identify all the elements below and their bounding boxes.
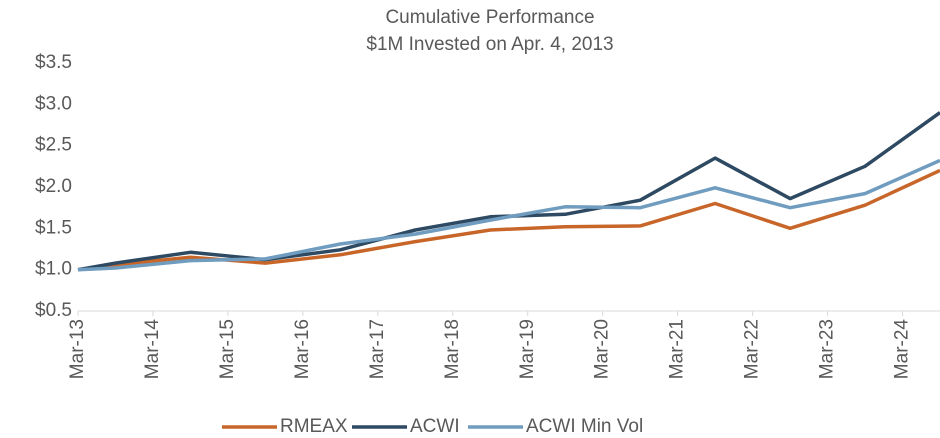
x-tick-label: Mar-20 <box>592 319 613 379</box>
line-series <box>77 111 940 272</box>
line-series <box>77 158 940 272</box>
y-tick-label: $2.0 <box>35 176 72 197</box>
y-tick-label: $1.5 <box>35 217 72 238</box>
x-tick-label: Mar-17 <box>367 319 388 379</box>
x-tick-label: Mar-24 <box>892 319 913 380</box>
x-tick-label: Mar-14 <box>142 319 163 380</box>
legend-label: RMEAX <box>280 416 348 437</box>
x-tick-label: Mar-23 <box>817 319 838 379</box>
x-tick-label: Mar-15 <box>217 319 238 379</box>
legend-label: ACWI Min Vol <box>526 416 643 437</box>
x-tick-label: Mar-18 <box>442 319 463 379</box>
y-tick-label: $3.5 <box>35 52 72 73</box>
legend-label: ACWI <box>410 416 460 437</box>
x-tick-label: Mar-16 <box>292 319 313 379</box>
y-tick-label: $1.0 <box>35 259 72 280</box>
y-tick-label: $2.5 <box>35 135 72 156</box>
line-series <box>77 168 940 272</box>
x-tick-label: Mar-19 <box>517 319 538 379</box>
x-tick-label: Mar-21 <box>667 319 688 379</box>
chart-title: Cumulative Performance <box>385 7 594 28</box>
x-tick-label: Mar-22 <box>742 319 763 379</box>
x-tick-label: Mar-13 <box>67 319 88 379</box>
y-tick-label: $0.5 <box>35 300 72 321</box>
y-tick-label: $3.0 <box>35 93 72 114</box>
chart-subtitle: $1M Invested on Apr. 4, 2013 <box>366 34 613 55</box>
